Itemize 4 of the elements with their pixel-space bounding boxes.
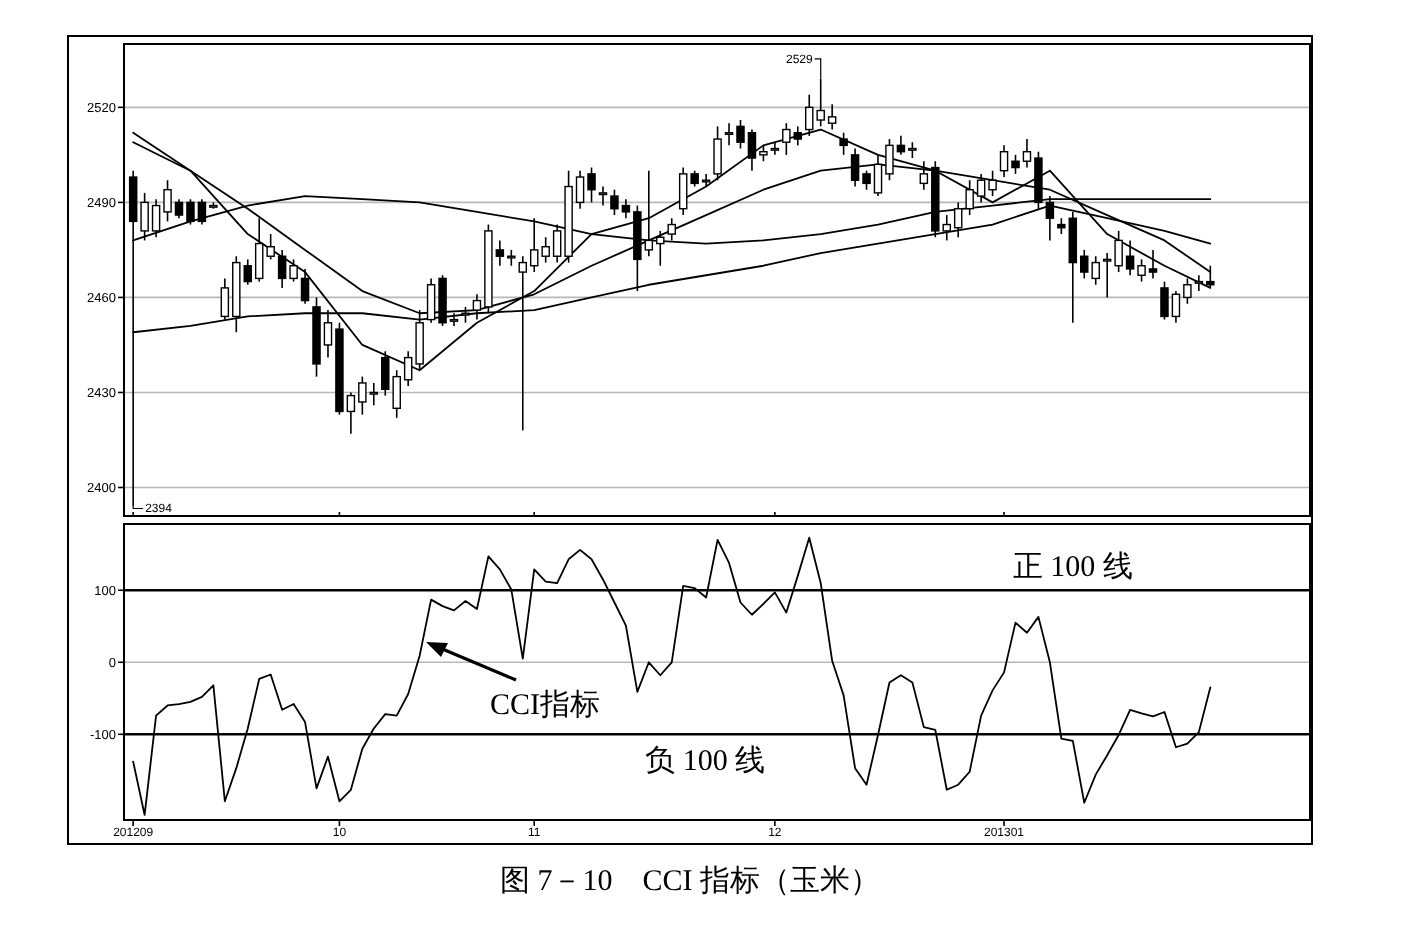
ref-line-label: 正 100 线 xyxy=(1012,550,1133,585)
caption: 图 7－10 CCI 指标（玉米） xyxy=(499,864,881,898)
ref-line-label: 负 100 线 xyxy=(645,744,766,779)
annotation: CCI指标 xyxy=(490,688,601,722)
